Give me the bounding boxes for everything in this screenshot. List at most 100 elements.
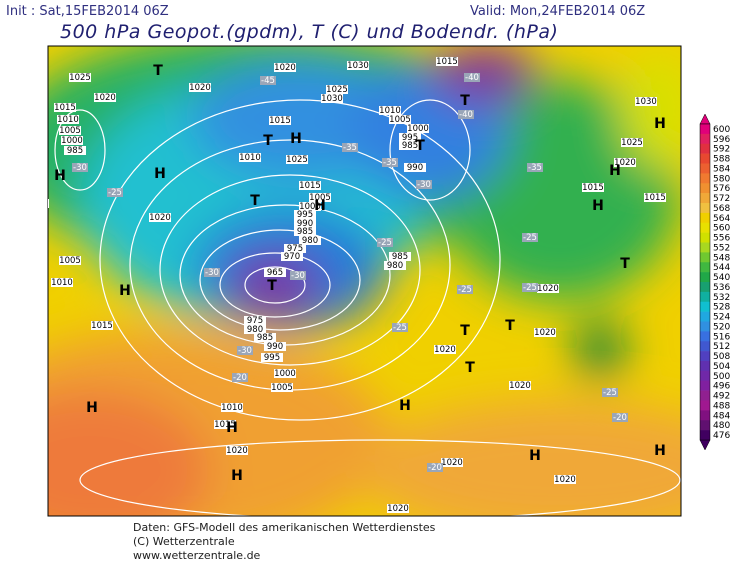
isobar-label: 985 [297, 227, 313, 237]
isobar-label: 975 [247, 316, 263, 326]
isobar-label: 1000 [274, 369, 296, 379]
isobar-label: 990 [297, 219, 313, 229]
isobar-label-bg [64, 146, 86, 155]
isobar-label: 1000 [61, 136, 83, 146]
isobar-label: 1020 [226, 446, 248, 456]
temperature-label-bg [72, 163, 88, 172]
isobar-label-bg [299, 236, 321, 245]
pressure-center: H [290, 131, 302, 147]
isobar-label-bg [644, 193, 666, 202]
temperature-label-bg [232, 373, 248, 382]
isobar-label-bg [379, 106, 401, 115]
isobar-label-bg [407, 124, 429, 133]
colorbar-swatch [700, 173, 710, 184]
isobar-label-bg [271, 383, 293, 392]
pressure-center: T [250, 193, 260, 209]
isobar-label: 1025 [69, 73, 91, 83]
temperature-label-bg [522, 283, 538, 292]
colorbar-tick-label: 584 [713, 164, 730, 174]
isobar-label: 1015 [644, 193, 666, 203]
temperature-label-bg [392, 323, 408, 332]
map-frame [47, 45, 682, 517]
isobar-label: 1020 [94, 93, 116, 103]
isobar-label: 995 [264, 353, 280, 363]
isobar-label: 1010 [57, 115, 79, 125]
colorbar-tick-label: 560 [713, 224, 730, 234]
isobar-label-bg [226, 446, 248, 455]
isobar-label-bg [509, 381, 531, 390]
pressure-center: T [153, 63, 163, 79]
colorbar-swatch [700, 291, 710, 303]
pressure-center: H [654, 116, 666, 132]
pressure-center: T [465, 360, 475, 376]
pressure-center: T [263, 133, 273, 149]
isobar-label: 985 [257, 333, 273, 343]
colorbar-swatch [700, 361, 710, 372]
colorbar-swatch [700, 341, 710, 352]
pressure-center: T [415, 138, 425, 154]
isobar-label-bg [94, 93, 116, 102]
isobar-label: 1010 [51, 278, 73, 288]
temperature-label-bg [416, 180, 432, 189]
pressure-center: H [231, 468, 243, 484]
colorbar-swatch [700, 351, 710, 362]
colorbar-tick-label: 552 [713, 243, 730, 253]
colorbar-swatch [700, 232, 710, 243]
temperature-label: -30 [238, 346, 252, 356]
temperature-label: -20 [428, 463, 442, 473]
colorbar-tick-label: 520 [713, 322, 730, 332]
isobar-label-bg [221, 403, 243, 412]
pressure-center: H [592, 198, 604, 214]
isobar-label: 1010 [221, 403, 243, 413]
footer-source: Daten: GFS-Modell des amerikanischen Wet… [133, 521, 436, 534]
temperature-label-bg [382, 158, 398, 167]
isobar-label: 1010 [239, 153, 261, 163]
temperature-label: -30 [205, 268, 219, 278]
isobar-label: 1020 [554, 475, 576, 485]
colorbar-tick-label: 488 [713, 401, 730, 411]
temperature-label-bg [457, 285, 473, 294]
isobar-label: 1015 [214, 420, 236, 430]
temperature-label-bg [458, 110, 474, 119]
init-time: Init : Sat,15FEB2014 06Z [6, 4, 169, 19]
isobar-label-bg [69, 73, 91, 82]
isobar-label-bg [284, 244, 306, 253]
isobar-label: 970 [284, 252, 300, 262]
colorbar-cap [699, 113, 711, 125]
isobar-label-bg [281, 252, 303, 261]
isobar-label: 1015 [91, 321, 113, 331]
isobar-label-bg [387, 504, 409, 513]
isobar-label-bg [434, 345, 456, 354]
isobar-label: 980 [302, 236, 318, 246]
colorbar-swatch [700, 153, 710, 164]
isobar-label-bg [347, 61, 369, 70]
isobar-label: 1030 [635, 97, 657, 107]
colorbar-swatch [700, 370, 710, 382]
colorbar-tick-label: 568 [713, 204, 730, 214]
colorbar-tick-label: 580 [713, 174, 730, 184]
isobar-label: 1020 [149, 213, 171, 223]
isobar-label: 1025 [621, 138, 643, 148]
temperature-label-bg [107, 188, 123, 197]
isobar-label-bg [264, 268, 286, 277]
isobar-label-bg [189, 83, 211, 92]
isobar-label: 1020 [434, 345, 456, 355]
isobar-label-bg [261, 353, 283, 362]
colorbar-tick-label: 588 [713, 155, 730, 165]
isobar-label: 990 [407, 163, 423, 173]
temperature-label-bg [342, 143, 358, 152]
colorbar-swatch [700, 311, 710, 322]
isobar-label-bg [274, 369, 296, 378]
isobar-label: 980 [387, 261, 403, 271]
pressure-center: H [54, 168, 66, 184]
colorbar-tick-label: 532 [713, 293, 730, 303]
colorbar-tick-label: 476 [713, 431, 730, 441]
colorbar-swatch [700, 380, 710, 391]
colorbar-tick-label: 524 [713, 313, 730, 323]
temperature-label-bg [204, 268, 220, 277]
colorbar-tick-label: 600 [713, 125, 730, 135]
isobar-label: 1020 [387, 504, 409, 514]
pressure-center: H [529, 448, 541, 464]
isobar-label-bg [404, 163, 426, 172]
